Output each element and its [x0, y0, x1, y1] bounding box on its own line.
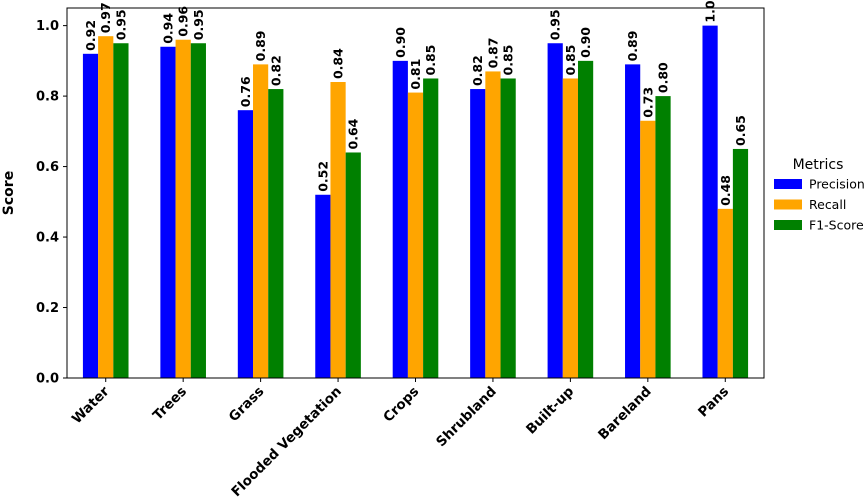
bar-f1-score-bareland — [655, 96, 671, 378]
bar-recall-bareland — [640, 120, 656, 378]
data-label: 0.82 — [268, 55, 283, 86]
data-label: 0.95 — [548, 9, 563, 40]
bar-f1-score-flooded-vegetation — [345, 152, 361, 378]
bar-recall-flooded-vegetation — [330, 82, 346, 378]
data-label: 0.84 — [331, 48, 346, 79]
data-label: 0.90 — [578, 27, 593, 58]
bar-f1-score-water — [113, 43, 129, 379]
bar-f1-score-trees — [190, 43, 206, 379]
data-label: 0.65 — [733, 115, 748, 146]
bar-precision-shrubland — [470, 89, 486, 379]
bar-f1-score-built-up — [577, 60, 594, 379]
data-label: 0.90 — [393, 27, 408, 58]
y-tick-label: 0.2 — [36, 301, 59, 316]
bar-precision-trees — [160, 46, 176, 378]
legend-swatch-f1-score — [774, 220, 802, 230]
data-label: 0.82 — [470, 55, 485, 86]
y-tick-label: 0.4 — [36, 231, 59, 246]
bar-recall-trees — [175, 39, 191, 379]
bar-precision-grass — [237, 110, 254, 378]
bar-recall-shrubland — [485, 71, 501, 379]
legend-swatch-precision — [774, 179, 802, 189]
data-label: 0.97 — [98, 2, 113, 33]
legend-swatch-recall — [774, 199, 802, 210]
bar-precision-pans — [702, 25, 718, 379]
x-tick-label: Grass — [226, 384, 268, 426]
y-axis-title: Score — [1, 171, 17, 215]
bar-f1-score-grass — [268, 89, 284, 379]
x-tick-label: Shrubland — [433, 384, 500, 451]
data-label: 0.96 — [176, 6, 191, 37]
y-tick-label: 0.6 — [36, 160, 59, 175]
data-label: 0.85 — [563, 45, 578, 76]
data-label: 0.87 — [485, 38, 500, 69]
data-label: 0.80 — [656, 62, 671, 93]
data-label: 0.89 — [253, 31, 268, 62]
bar-f1-score-crops — [423, 78, 439, 378]
y-axis: 0.0 0.2 0.4 0.6 0.8 1.0 — [36, 19, 67, 387]
data-label: 0.85 — [423, 45, 438, 76]
y-tick-label: 0.8 — [36, 90, 59, 105]
legend-items: Precision Recall F1-Score — [774, 177, 865, 233]
y-tick-label: 1.0 — [36, 19, 59, 34]
legend-label: Precision — [809, 177, 865, 192]
x-tick-label: Bareland — [595, 384, 655, 444]
data-label: 0.92 — [83, 20, 98, 51]
bar-precision-flooded-vegetation — [315, 194, 331, 378]
legend-label: Recall — [809, 197, 846, 212]
data-label: 0.85 — [501, 45, 516, 76]
legend: Metrics Precision Recall F1-Score — [774, 157, 865, 233]
x-tick-label: Water — [69, 383, 113, 427]
data-label: 0.73 — [640, 87, 655, 118]
x-tick-label: Crops — [380, 384, 422, 426]
bar-recall-pans — [717, 208, 733, 378]
bar-f1-score-pans — [732, 148, 749, 378]
data-label: 0.94 — [160, 13, 175, 44]
legend-title: Metrics — [793, 157, 844, 173]
data-label: 0.52 — [315, 161, 330, 192]
bar-precision-bareland — [625, 64, 641, 378]
bar-recall-crops — [407, 92, 424, 378]
bar-recall-water — [98, 36, 114, 378]
legend-label: F1-Score — [809, 218, 864, 233]
data-label: 0.48 — [718, 175, 733, 206]
data-label: 0.95 — [113, 9, 128, 40]
bar-recall-grass — [253, 64, 269, 378]
bar-recall-built-up — [562, 78, 578, 378]
data-label: 0.64 — [346, 118, 361, 149]
x-tick-label: Trees — [150, 384, 190, 424]
data-labels-layer: 0.920.97 0.95 0.94 0.96 0.950.760.890.820.52… — [83, 0, 748, 206]
bar-precision-crops — [392, 60, 408, 379]
data-label: 0.95 — [191, 9, 206, 40]
x-tick-label: Pans — [695, 384, 732, 421]
x-tick-label: Built-up — [523, 383, 577, 437]
y-tick-label: 0.0 — [36, 372, 59, 387]
bar-f1-score-shrubland — [500, 78, 516, 378]
bar-precision-water — [82, 53, 99, 379]
data-label: 1.00 — [703, 0, 718, 23]
bar-precision-built-up — [547, 43, 563, 379]
bars-layer — [82, 25, 749, 379]
data-label: 0.89 — [625, 31, 640, 62]
data-label: 0.81 — [408, 59, 423, 90]
data-label: 0.76 — [238, 76, 253, 107]
